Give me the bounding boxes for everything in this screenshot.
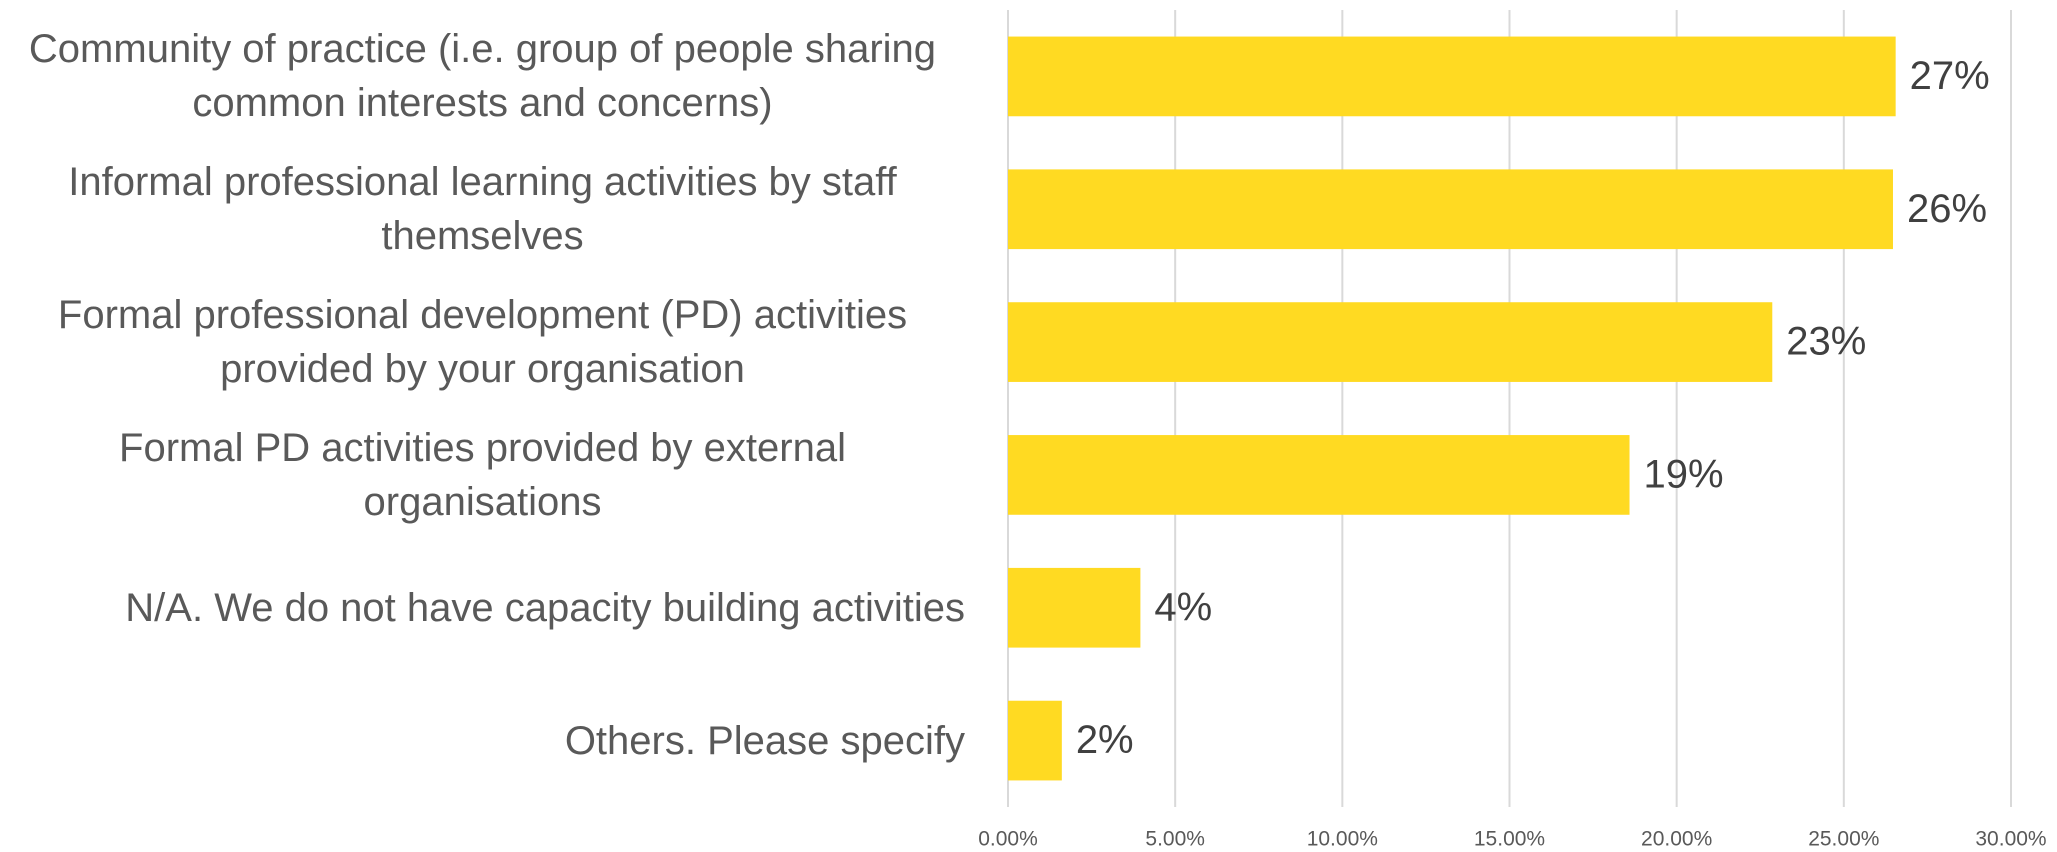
x-tick-label: 30.00% (1975, 828, 2046, 851)
category-label: Others. Please specify (564, 718, 965, 763)
bar (1008, 169, 1893, 250)
category-label: Informal professional learning activitie… (68, 160, 897, 259)
value-label: 2% (1076, 718, 1134, 762)
bar (1008, 36, 1896, 117)
x-tick-label: 25.00% (1808, 828, 1879, 851)
category-label: Community of practice (i.e. group of peo… (28, 27, 937, 126)
x-tick-label: 10.00% (1307, 828, 1378, 851)
value-label: 26% (1907, 187, 1987, 231)
bar (1008, 567, 1141, 648)
value-label: 23% (1786, 320, 1866, 364)
category-label-box: Formal professional development (PD) act… (0, 282, 965, 402)
bar (1008, 435, 1630, 515)
category-label: Formal professional development (PD) act… (57, 293, 908, 392)
value-label: 4% (1154, 585, 1212, 629)
x-tick-label: 20.00% (1641, 828, 1712, 851)
category-label-box: Informal professional learning activitie… (0, 149, 965, 269)
category-label-box: Formal PD activities provided by externa… (0, 415, 965, 535)
category-label: Formal PD activities provided by externa… (119, 425, 846, 524)
category-label-box: N/A. We do not have capacity building ac… (0, 548, 965, 668)
category-label-box: Community of practice (i.e. group of peo… (0, 16, 965, 136)
value-label: 27% (1910, 54, 1990, 98)
category-label: N/A. We do not have capacity building ac… (125, 585, 965, 630)
bar (1008, 302, 1773, 382)
value-label: 19% (1644, 452, 1724, 496)
x-tick-label: 15.00% (1474, 828, 1545, 851)
x-tick-label: 0.00% (978, 828, 1038, 851)
category-label-box: Others. Please specify (0, 681, 965, 801)
bar (1008, 700, 1062, 781)
x-tick-label: 5.00% (1145, 828, 1205, 851)
